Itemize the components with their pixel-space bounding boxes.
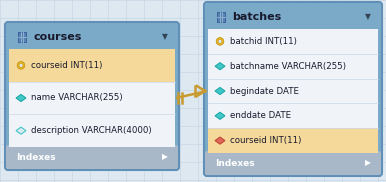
Bar — [9, 49, 175, 82]
Bar — [208, 79, 378, 103]
Bar — [208, 54, 378, 79]
Bar — [208, 128, 378, 153]
Circle shape — [17, 62, 25, 69]
Text: Indexes: Indexes — [215, 159, 255, 167]
Text: ▼: ▼ — [365, 13, 371, 21]
Polygon shape — [215, 63, 225, 70]
Bar — [209, 153, 377, 163]
Circle shape — [216, 37, 224, 45]
FancyBboxPatch shape — [18, 32, 26, 42]
Bar — [10, 37, 174, 49]
Text: ▶: ▶ — [365, 159, 371, 167]
Bar — [209, 17, 377, 29]
Circle shape — [218, 39, 222, 43]
Polygon shape — [16, 94, 26, 102]
Circle shape — [19, 63, 23, 67]
Polygon shape — [215, 87, 225, 95]
FancyBboxPatch shape — [5, 22, 179, 170]
Bar — [208, 103, 378, 128]
FancyBboxPatch shape — [205, 3, 381, 31]
Bar — [208, 29, 378, 54]
Text: name VARCHAR(255): name VARCHAR(255) — [31, 94, 123, 102]
Text: description VARCHAR(4000): description VARCHAR(4000) — [31, 126, 152, 135]
Bar — [10, 147, 174, 157]
Bar — [208, 29, 378, 153]
Text: ▼: ▼ — [162, 33, 168, 41]
Bar — [9, 82, 175, 114]
FancyBboxPatch shape — [6, 23, 178, 51]
FancyBboxPatch shape — [217, 12, 225, 22]
Text: courseid INT(11): courseid INT(11) — [31, 61, 102, 70]
Text: batches: batches — [232, 12, 281, 22]
Text: Indexes: Indexes — [16, 153, 56, 161]
Polygon shape — [215, 137, 225, 144]
Polygon shape — [16, 127, 26, 134]
Text: batchname VARCHAR(255): batchname VARCHAR(255) — [230, 62, 346, 71]
Polygon shape — [215, 112, 225, 119]
Text: courseid INT(11): courseid INT(11) — [230, 136, 301, 145]
Bar — [9, 49, 175, 147]
Text: courses: courses — [33, 32, 81, 42]
Text: batchid INT(11): batchid INT(11) — [230, 37, 297, 46]
FancyBboxPatch shape — [204, 2, 382, 176]
FancyBboxPatch shape — [6, 145, 178, 169]
Text: begindate DATE: begindate DATE — [230, 86, 299, 96]
Text: enddate DATE: enddate DATE — [230, 111, 291, 120]
FancyBboxPatch shape — [205, 151, 381, 175]
Bar — [9, 114, 175, 147]
Text: ▶: ▶ — [162, 153, 168, 161]
